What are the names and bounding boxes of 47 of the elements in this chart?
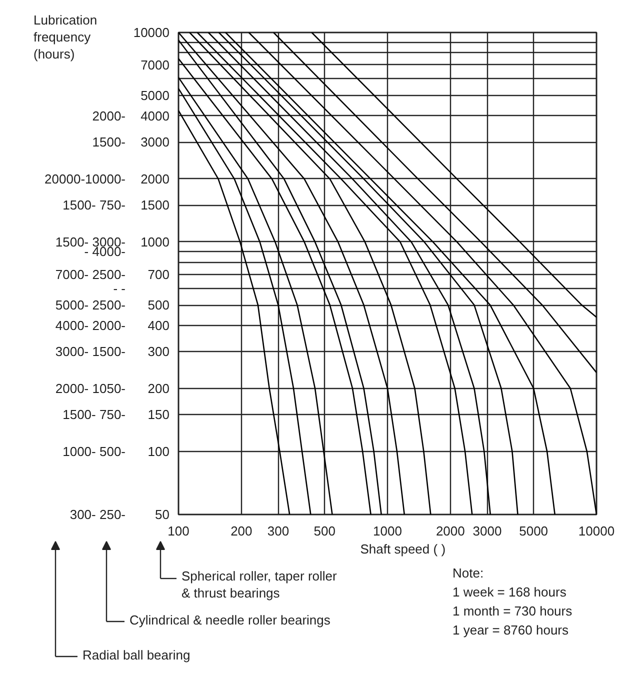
y-tick-label: 10000 bbox=[133, 25, 170, 40]
y-tick-label: 700 bbox=[148, 266, 170, 282]
x-tick-label: 300 bbox=[267, 524, 290, 538]
text: Cylindrical & needle roller bearings bbox=[130, 612, 331, 628]
text: 1 week = 168 hours bbox=[452, 584, 567, 600]
x-tick-label: 100 bbox=[168, 524, 190, 538]
y-tick-label: 50 bbox=[155, 507, 170, 522]
category-label: 7000- 2500- bbox=[55, 266, 126, 282]
category-label: 1500- bbox=[92, 134, 126, 150]
y-tick-label: 100 bbox=[148, 444, 170, 459]
category-label: 2000- 1050- bbox=[55, 380, 126, 396]
y-tick-label: 7000 bbox=[140, 57, 170, 72]
x-tick-label: 3000 bbox=[472, 524, 502, 538]
y-tick-label: 5000 bbox=[140, 88, 170, 104]
y-tick-label: 400 bbox=[148, 318, 170, 333]
y-tick-label: 300 bbox=[148, 344, 170, 359]
category-label: 1500- 750- bbox=[62, 407, 126, 422]
text: 1 year = 8760 hours bbox=[452, 622, 569, 638]
x-tick-label: 1000 bbox=[373, 524, 402, 538]
y-tick-label: 200 bbox=[148, 380, 170, 396]
category-label: 5000- 2500- bbox=[55, 298, 126, 313]
category-label: 1000- 500- bbox=[62, 444, 126, 459]
text: Radial ball bearing bbox=[82, 648, 190, 662]
y-tick-label: 1500 bbox=[140, 198, 170, 213]
y-tick-label: 500 bbox=[148, 298, 170, 313]
category-label: 2000- bbox=[92, 108, 126, 124]
y-tick-label: 150 bbox=[148, 407, 170, 422]
text: Note: bbox=[452, 566, 484, 580]
category-label: 4000- 2000- bbox=[55, 318, 126, 333]
text: Spherical roller, taper roller & thrust bearings bbox=[182, 568, 338, 600]
x-tick-label: 5000 bbox=[519, 524, 548, 538]
y-axis-title: Lubrication frequency (hours) bbox=[34, 12, 98, 62]
y-tick-label: 4000 bbox=[140, 108, 170, 124]
category-label: 3000- 1500- bbox=[55, 344, 126, 359]
y-tick-label: 1000 bbox=[140, 234, 170, 250]
x-tick-label: 10000 bbox=[578, 524, 615, 538]
category-label: 300- 250- bbox=[70, 507, 126, 522]
y-tick-label: 3000 bbox=[140, 134, 170, 150]
category-label: 20000-10000- bbox=[44, 171, 126, 186]
category-label: 1500- 750- bbox=[62, 198, 126, 213]
x-tick-label: 200 bbox=[230, 524, 252, 538]
y-tick-label: 2000 bbox=[140, 171, 170, 186]
x-tick-label: 2000 bbox=[436, 524, 465, 538]
category-label: - - bbox=[113, 280, 126, 296]
x-axis-title: Shaft speed ( ) bbox=[360, 542, 446, 556]
text: 1 month = 730 hours bbox=[452, 604, 573, 618]
x-tick-label: 500 bbox=[314, 524, 336, 538]
